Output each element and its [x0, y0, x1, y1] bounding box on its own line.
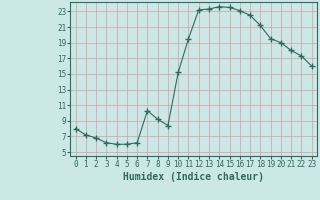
X-axis label: Humidex (Indice chaleur): Humidex (Indice chaleur)	[123, 172, 264, 182]
